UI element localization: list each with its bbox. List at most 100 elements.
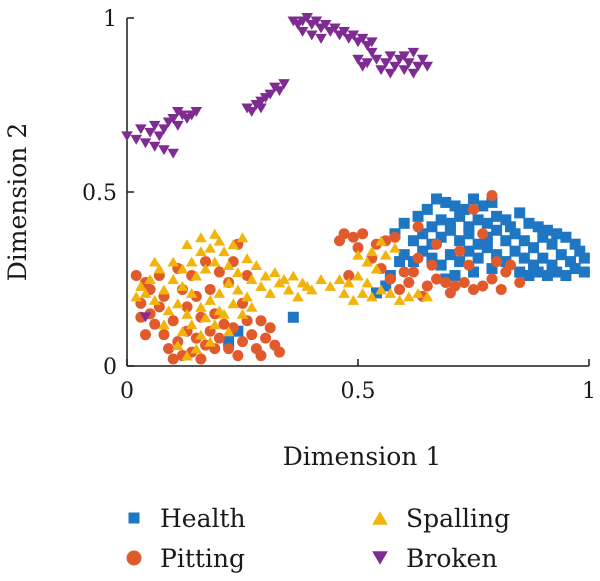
data-point [551,266,563,278]
data-point [403,58,415,69]
data-point [195,246,207,257]
data-point [431,238,443,250]
data-point [269,267,281,277]
data-point [204,336,216,347]
data-point [148,294,161,305]
data-point [232,267,244,277]
data-point [246,329,258,341]
data-point [158,329,170,341]
data-point [273,346,285,358]
data-point [172,298,184,309]
data-point [458,276,470,288]
data-point [232,284,244,295]
data-point [264,287,276,298]
data-point [509,245,521,257]
data-point [403,291,415,302]
data-point [431,273,443,285]
legend-item-pitting: Pitting [126,544,245,573]
data-point [398,249,410,261]
x-tick-label: 0.5 [341,379,376,404]
data-point [236,308,249,319]
data-point [384,51,397,62]
data-point [167,113,179,124]
data-point [477,280,489,292]
data-point [144,127,156,138]
data-point [537,231,549,243]
data-point [209,228,221,239]
data-point [195,232,207,243]
data-point [472,252,484,264]
data-point [417,245,429,257]
data-point [250,260,263,271]
data-point [463,245,475,257]
data-point [495,283,507,295]
data-point [324,281,337,291]
data-point [347,294,360,305]
data-point [398,266,410,278]
data-point [366,246,378,257]
data-point [185,319,198,330]
data-point [380,280,392,292]
data-point [255,103,267,114]
data-point [352,242,364,254]
data-point [310,16,323,27]
data-point [232,325,244,337]
data-point [398,217,410,229]
series-broken [121,13,434,323]
data-point [139,312,152,323]
data-point [481,242,493,254]
data-point [463,228,475,240]
data-point [181,350,193,361]
data-point [163,343,175,355]
data-point [190,270,203,281]
data-point [468,203,479,215]
data-point [347,231,359,243]
data-point [458,203,470,215]
data-point [449,270,461,282]
y-tick-label: 1 [103,7,117,32]
data-point [176,326,189,337]
data-point [523,270,535,282]
data-point [185,256,198,267]
data-point [153,263,166,274]
data-point [361,277,374,288]
data-point [264,322,276,334]
data-point [172,120,184,131]
data-point [158,145,170,156]
data-point [500,214,512,226]
data-point [449,200,461,212]
data-point [199,263,212,274]
data-point [560,270,572,282]
data-point [403,276,415,288]
data-point [255,350,267,362]
data-point [370,263,383,274]
data-point [338,228,350,240]
data-point [296,26,309,37]
data-point [366,37,378,48]
axes: 0 0.5 1 00.51 [82,7,596,404]
x-axis-label: Dimension 1 [283,442,441,471]
data-point [421,280,433,292]
data-point [218,246,230,257]
data-point [149,318,161,330]
data-point [167,274,179,284]
data-point [444,224,456,236]
data-point [551,228,563,240]
data-point [356,33,369,44]
data-point [412,61,424,72]
data-point [454,256,466,268]
data-point [315,274,327,284]
data-point [181,308,193,319]
data-point [352,270,364,281]
data-point [426,252,438,264]
data-point [278,79,290,90]
data-point [148,120,161,131]
data-point [306,284,318,295]
data-point [255,315,267,327]
data-point [218,308,230,319]
data-point [338,26,350,37]
data-point [477,228,489,240]
data-point [421,61,434,72]
data-point [394,283,406,295]
data-point [352,54,364,65]
